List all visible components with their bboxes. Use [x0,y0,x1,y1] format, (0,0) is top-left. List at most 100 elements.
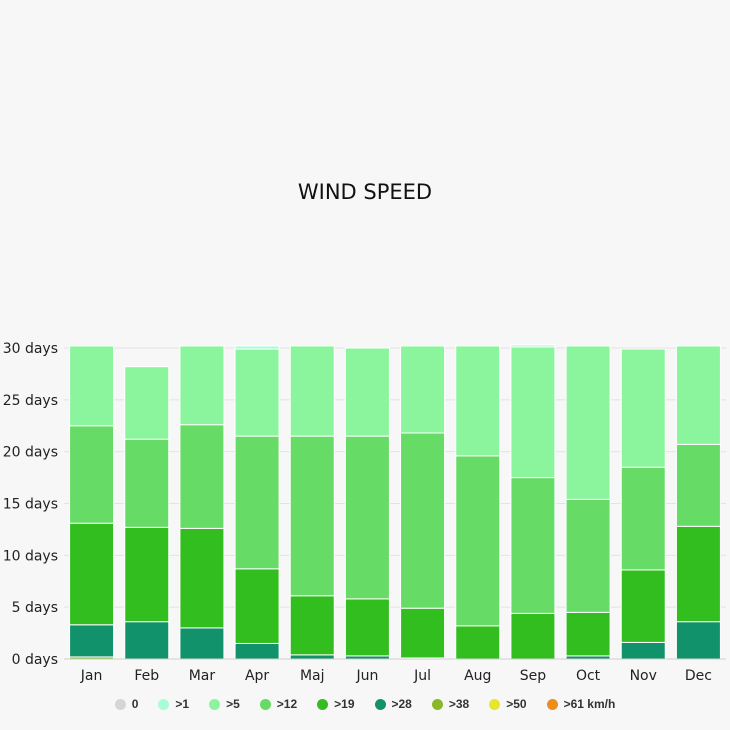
bar-segment-28[interactable] [179,627,225,660]
y-tick-label: 30 days [3,341,58,357]
bar-segment-5[interactable] [289,345,335,437]
bar-segment-5[interactable] [344,347,390,437]
x-tick-label: Jul [413,668,431,684]
x-tick-label: Aug [464,668,491,684]
bar-segment-12[interactable] [510,477,556,614]
bar-segment-28[interactable] [289,654,335,660]
legend-item[interactable]: >19 [317,697,355,711]
bar-segment-5[interactable] [234,348,280,437]
bar-segment-28[interactable] [675,621,721,660]
bar-segment-19[interactable] [179,527,225,629]
bar-segment-19[interactable] [510,612,556,660]
legend-item[interactable]: >12 [259,697,298,711]
legend-label: 0 [131,697,139,711]
x-tick-label: Oct [576,668,601,684]
legend-swatch [114,698,126,710]
bar-segment-5[interactable] [400,345,446,434]
legend-item[interactable]: >5 [209,697,240,711]
x-tick-label: Nov [630,668,657,684]
y-tick-label: 20 days [3,445,58,461]
bar-stack-sep[interactable] [510,344,556,660]
bar-stack-oct[interactable] [565,345,611,660]
bar-segment-5[interactable] [510,346,556,479]
y-tick-label: 15 days [3,497,58,513]
bar-segment-12[interactable] [400,432,446,609]
bar-segment-12[interactable] [565,498,611,613]
bar-segment-19[interactable] [565,611,611,657]
bar-segment-19[interactable] [675,525,721,623]
legend-label: >28 [391,697,412,711]
bar-segment-12[interactable] [124,438,170,528]
legend-label: >50 [506,697,527,711]
bar-segment-12[interactable] [620,466,666,571]
x-tick-label: Apr [245,668,269,684]
bar-stack-jun[interactable] [344,347,390,660]
chart-title: WIND SPEED [297,180,433,204]
legend-swatch [374,698,386,710]
bar-segment-28[interactable] [620,641,666,660]
legend-swatch [489,698,501,710]
y-tick-label: 0 days [12,652,58,668]
bar-segment-12[interactable] [344,435,390,600]
bar-segment-5[interactable] [179,345,225,426]
bar-segment-5[interactable] [455,345,501,457]
bar-segment-1[interactable] [234,345,280,350]
bar-segment-19[interactable] [344,598,390,657]
legend-item[interactable]: >50 [489,697,527,711]
legend-swatch [158,698,170,710]
legend-swatch [209,698,221,710]
bar-segment-12[interactable] [289,435,335,597]
bar-segment-19[interactable] [124,526,170,623]
x-tick-label: Jan [80,668,103,684]
bar-stack-feb[interactable] [124,366,170,660]
bar-segment-5[interactable] [565,345,611,500]
legend-label: >61 km/h [563,697,616,711]
bar-segment-5[interactable] [675,345,721,445]
legend-label: >1 [175,697,190,711]
x-tick-label: Maj [300,668,325,684]
bar-stack-aug[interactable] [455,345,501,660]
y-tick-label: 5 days [12,600,58,616]
bar-segment-19[interactable] [289,595,335,656]
bar-stack-dec[interactable] [675,345,721,660]
bar-segment-19[interactable] [234,568,280,644]
bar-stack-maj[interactable] [289,345,335,660]
legend-swatch [431,698,443,710]
x-axis: Jan Feb Mar Apr Maj Jun Jul Aug Sep Oct Nov Dec [64,658,726,684]
bar-segment-5[interactable] [124,366,170,440]
bar-segment-12[interactable] [675,443,721,527]
legend-item[interactable]: >61 km/h [546,697,616,711]
bar-stack-jan[interactable] [69,345,115,660]
bar-segment-12[interactable] [234,435,280,570]
legend-item[interactable]: >38 [431,697,470,711]
bar-segment-19[interactable] [455,625,501,660]
bar-segment-19[interactable] [400,607,446,659]
bar-segment-28[interactable] [124,621,170,660]
bar-stack-jul[interactable] [400,345,446,660]
bar-segment-12[interactable] [179,424,225,529]
legend-swatch [317,698,329,710]
bar-segment-12[interactable] [455,455,501,627]
bar-segment-12[interactable] [69,425,115,524]
legend-item[interactable]: >1 [158,697,189,711]
bar-segment-1[interactable] [510,344,556,348]
bar-segment-28[interactable] [69,624,115,658]
bar-segment-5[interactable] [620,348,666,468]
legend-item[interactable]: >28 [374,697,412,711]
bar-segment-19[interactable] [620,569,666,643]
legend-item[interactable]: 0 [114,697,139,711]
bars [69,344,721,660]
bar-stack-nov[interactable] [620,348,666,660]
bar-segment-28[interactable] [234,642,280,660]
legend-label: >12 [276,697,298,711]
bar-segment-19[interactable] [69,522,115,626]
legend-swatch [259,698,271,710]
legend-swatch [546,698,558,710]
legend-label: >38 [448,697,470,711]
bar-stack-apr[interactable] [234,345,280,660]
bar-stack-mar[interactable] [179,345,225,660]
y-axis: 0 days 5 days 10 days 15 days 20 days 25 days… [3,341,58,668]
bar-segment-5[interactable] [69,345,115,427]
x-tick-label: Feb [134,668,159,684]
stacked-bar-chart: 0 days 5 days 10 days 15 days 20 days 25 days… [3,341,726,684]
